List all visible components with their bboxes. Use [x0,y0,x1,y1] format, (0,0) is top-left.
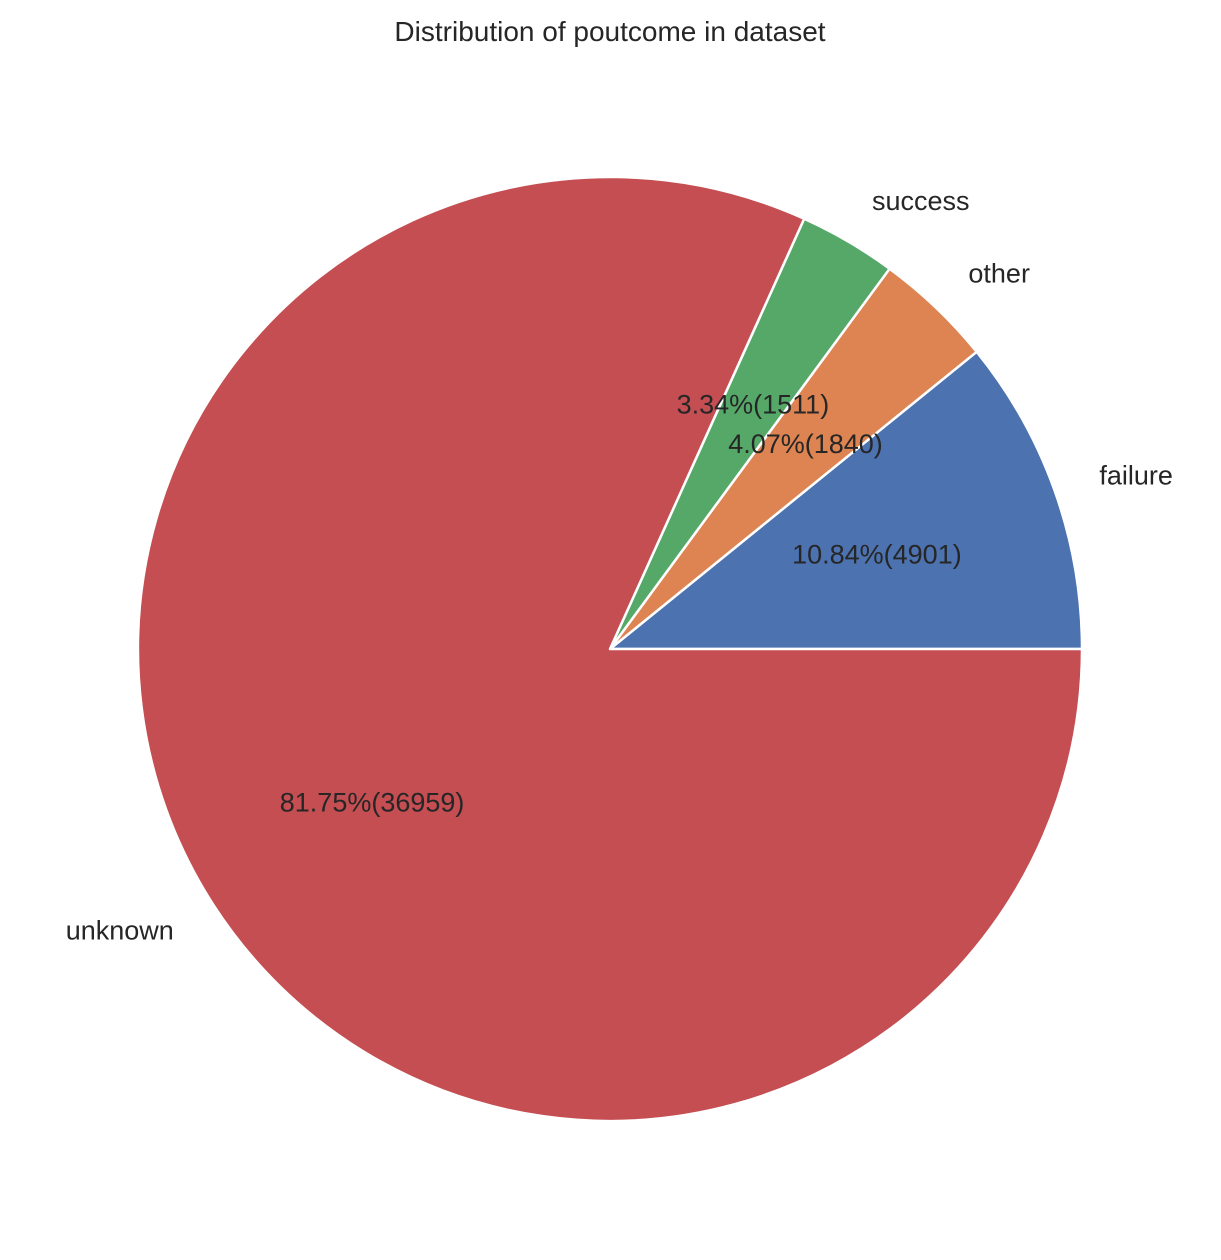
slice-percent-success: 3.34%(1511) [677,390,830,420]
pie-percent-labels: 10.84%(4901) 4.07%(1840) 3.34%(1511) 81.75%… [280,390,962,818]
slice-percent-failure: 10.84%(4901) [792,539,962,569]
slice-percent-unknown: 81.75%(36959) [280,788,465,818]
slice-label-success: success [872,186,970,216]
pie-slice-unknown [136,175,1084,1123]
slice-label-other: other [968,258,1030,288]
slice-percent-other: 4.07%(1840) [728,429,883,459]
slice-label-unknown: unknown [66,916,174,946]
pie-category-labels: failure other success unknown [66,186,1173,946]
pie-slice-failure [608,350,1084,651]
slice-label-failure: failure [1099,461,1173,491]
chart-title: Distribution of poutcome in dataset [394,16,825,47]
pie-slices [136,175,1084,1123]
